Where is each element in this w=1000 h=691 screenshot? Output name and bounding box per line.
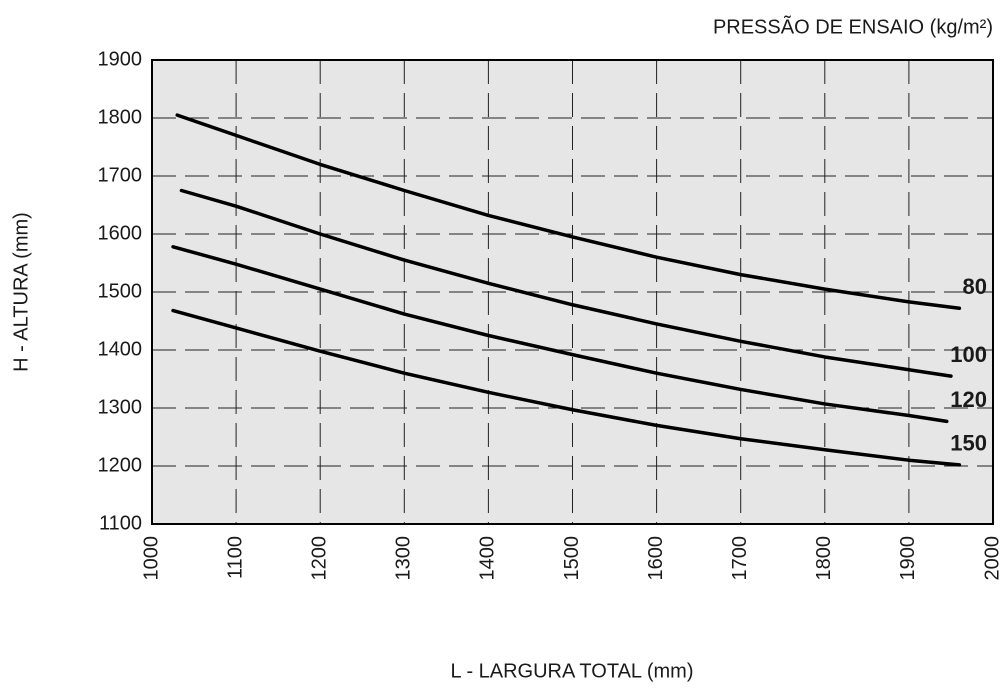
x-tick-label: 1700 bbox=[729, 536, 751, 581]
curve bbox=[179, 188, 953, 378]
y-tick-label: 1700 bbox=[98, 164, 143, 186]
x-tick-label: 1500 bbox=[561, 536, 583, 581]
series-label: 80 bbox=[963, 274, 987, 299]
x-tick-label: 1800 bbox=[813, 536, 835, 581]
y-tick-label: 1600 bbox=[98, 222, 143, 244]
y-tick-label: 1400 bbox=[98, 338, 143, 360]
x-tick-label: 1000 bbox=[140, 536, 162, 581]
curve bbox=[175, 113, 962, 310]
x-tick-label: 1900 bbox=[897, 536, 919, 581]
x-tick-label: 1100 bbox=[224, 536, 246, 579]
curve bbox=[171, 245, 949, 424]
series-label: 150 bbox=[950, 431, 987, 456]
y-tick-label: 1200 bbox=[98, 454, 143, 476]
y-tick-label: 1300 bbox=[98, 396, 143, 418]
x-axis-label: L - LARGURA TOTAL (mm) bbox=[451, 660, 694, 682]
plot-frame bbox=[151, 59, 994, 525]
y-axis-label: H - ALTURA (mm) bbox=[10, 212, 32, 372]
curve bbox=[171, 308, 962, 467]
y-tick-label: 1500 bbox=[98, 280, 143, 302]
x-tick-label: 2000 bbox=[981, 536, 1000, 581]
x-tick-label: 1200 bbox=[308, 536, 330, 581]
y-tick-label: 1100 bbox=[99, 512, 142, 534]
x-tick-label: 1600 bbox=[645, 536, 667, 581]
y-tick-label: 1900 bbox=[98, 48, 143, 70]
x-tick-label: 1400 bbox=[477, 536, 499, 581]
chart-title: PRESSÃO DE ENSAIO (kg/m²) bbox=[713, 14, 993, 38]
y-tick-label: 1800 bbox=[98, 106, 143, 128]
series-label: 100 bbox=[950, 342, 987, 367]
x-tick-label: 1300 bbox=[393, 536, 415, 581]
series-label: 120 bbox=[950, 387, 987, 412]
